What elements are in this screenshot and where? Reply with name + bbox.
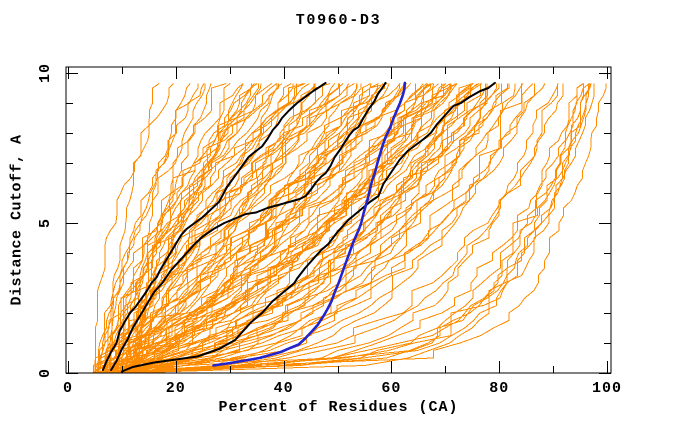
model-black-1 (102, 81, 327, 371)
model-black-2 (110, 81, 387, 371)
model-black-3 (120, 81, 496, 373)
ensemble-curves (92, 83, 607, 374)
chart-title: T0960-D3 (295, 12, 382, 29)
y-tick-label: 0 (37, 368, 54, 378)
axis-ticks (66, 67, 611, 374)
x-tick-label: 20 (166, 380, 186, 397)
x-tick-label: 100 (592, 380, 622, 397)
x-tick-label: 60 (381, 380, 401, 397)
tick-labels: 0 20 40 60 80 100 0 5 10 (37, 63, 622, 397)
x-tick-label: 0 (63, 380, 73, 397)
y-axis-label: Distance Cutoff, A (8, 134, 26, 306)
model-blue (212, 81, 407, 367)
y-tick-label: 10 (37, 63, 54, 83)
highlighted-curves (102, 81, 496, 373)
x-axis-label: Percent of Residues (CA) (218, 399, 459, 416)
x-tick-label: 40 (274, 380, 294, 397)
y-tick-label: 5 (37, 218, 54, 228)
x-tick-label: 80 (489, 380, 509, 397)
